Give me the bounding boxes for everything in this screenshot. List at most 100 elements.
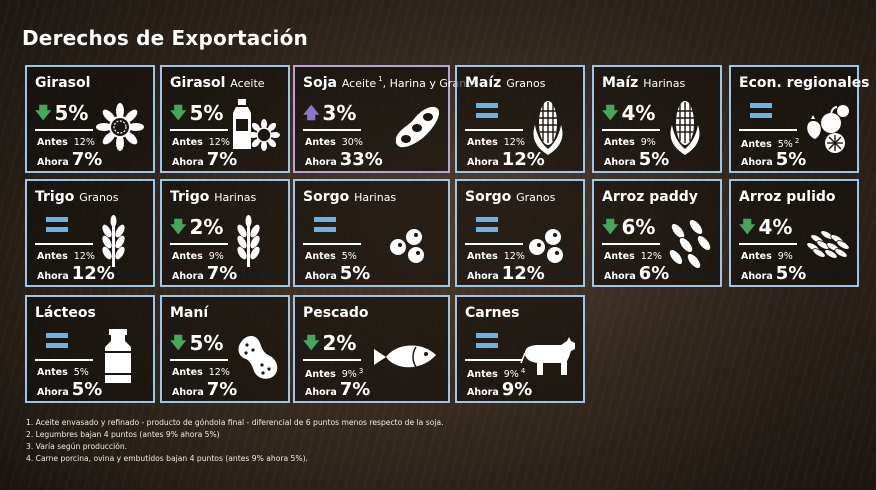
antes-row: Antes 9%	[604, 137, 656, 148]
sunflower-icon	[96, 103, 144, 151]
ahora-row: Ahora 33%	[305, 149, 383, 170]
divider	[170, 129, 228, 131]
equal-icon	[46, 333, 68, 348]
card-lacteos: Lácteos Antes 5% Ahora 5%	[25, 295, 155, 403]
antes-row: Antes 12%	[37, 137, 95, 148]
card-sorgo-granos: Sorgo Granos Antes 12% Ahora 12%	[455, 179, 585, 287]
card-girasol-aceite: Girasol Aceite 🡇 5% Antes 12% Ahora 7%	[160, 65, 290, 173]
divider	[303, 129, 361, 131]
card-title: Maíz Granos	[465, 75, 546, 91]
ahora-row: Ahora 12%	[37, 263, 115, 284]
delta-down: 🡇 5%	[35, 101, 89, 125]
divider	[170, 243, 228, 245]
ahora-row: Ahora 5%	[741, 263, 807, 284]
equal-icon	[314, 217, 336, 232]
corn-icon	[533, 101, 563, 155]
equal-icon	[750, 103, 772, 118]
antes-row: Antes 9% 4	[467, 367, 526, 381]
wheat-icon	[102, 215, 125, 267]
divider	[602, 243, 660, 245]
divider	[303, 243, 361, 245]
ahora-row: Ahora 5%	[604, 149, 670, 170]
delta-down: 🡇 4%	[739, 215, 793, 239]
divider	[602, 129, 660, 131]
rice-grains-icon	[668, 219, 712, 269]
arrow-down-icon: 🡇	[602, 103, 619, 122]
card-title: Girasol	[35, 75, 91, 91]
antes-row: Antes 9%	[172, 251, 224, 262]
divider	[35, 359, 93, 361]
divider	[35, 243, 93, 245]
delta-down: 🡇 2%	[303, 331, 357, 355]
card-maiz-granos: Maíz Granos Antes 12% Ahora 12%	[455, 65, 585, 173]
ahora-row: Ahora 7%	[172, 149, 238, 170]
card-trigo-granos: Trigo Granos Antes 12% Ahora 12%	[25, 179, 155, 287]
soybean-pod-icon	[395, 106, 440, 148]
card-title: Girasol Aceite	[170, 75, 265, 91]
ahora-row: Ahora 5%	[37, 379, 103, 400]
cow-icon	[520, 337, 575, 375]
card-maiz-harinas: Maíz Harinas 🡇 4% Antes 9% Ahora 5%	[592, 65, 722, 173]
antes-row: Antes 5% 2	[741, 137, 800, 151]
equal-icon	[476, 217, 498, 232]
antes-row: Antes 12%	[172, 137, 230, 148]
fruits-icon	[807, 105, 849, 153]
oil-bottle-sunflower-icon	[233, 99, 280, 151]
card-arroz-pulido: Arroz pulido 🡇 4% Antes 9% Ahora 5%	[729, 179, 859, 287]
card-girasol: Girasol 🡇 5% Antes 12% Ahora 7%	[25, 65, 155, 173]
arrow-down-icon: 🡇	[739, 217, 756, 236]
delta-down: 🡇 2%	[170, 215, 224, 239]
divider	[465, 129, 523, 131]
antes-row: Antes 5%	[305, 251, 357, 262]
sorghum-grains-icon	[390, 229, 424, 263]
antes-row: Antes 9% 3	[305, 367, 364, 381]
card-title: Trigo Granos	[35, 189, 119, 205]
card-title: Sorgo Granos	[465, 189, 556, 205]
delta-down: 🡇 6%	[602, 215, 656, 239]
ahora-row: Ahora 9%	[467, 379, 533, 400]
delta-down: 🡇 4%	[602, 101, 656, 125]
card-title: Pescado	[303, 305, 369, 321]
card-carnes: Carnes Antes 9% 4 Ahora 9%	[455, 295, 585, 403]
ahora-row: Ahora 12%	[467, 149, 545, 170]
arrow-down-icon: 🡇	[170, 333, 187, 352]
card-title: Lácteos	[35, 305, 96, 321]
footnote: 4. Carne porcina, ovina y embutidos baja…	[26, 454, 308, 463]
card-title: Maní	[170, 305, 209, 321]
delta-down: 🡇 5%	[170, 101, 224, 125]
corn-icon	[670, 101, 700, 155]
antes-row: Antes 12%	[467, 137, 525, 148]
card-title: Soja Aceite 1, Harina y Granos	[303, 75, 479, 91]
equal-icon	[476, 103, 498, 118]
antes-row: Antes 12%	[37, 251, 95, 262]
fish-icon	[374, 345, 436, 368]
ahora-row: Ahora 7%	[172, 263, 238, 284]
polished-rice-icon	[806, 230, 850, 259]
divider	[465, 359, 523, 361]
arrow-down-icon: 🡇	[602, 217, 619, 236]
card-title: Carnes	[465, 305, 520, 321]
antes-row: Antes 5%	[37, 367, 89, 378]
footnotes: 1. Aceite envasado y refinado - producto…	[26, 417, 444, 465]
arrow-down-icon: 🡇	[170, 103, 187, 122]
milk-can-icon	[105, 329, 131, 383]
antes-row: Antes 9%	[741, 251, 793, 262]
ahora-row: Ahora 7%	[37, 149, 103, 170]
footnote: 1. Aceite envasado y refinado - producto…	[26, 418, 444, 427]
card-arroz-paddy: Arroz paddy 🡇 6% Antes 12% Ahora 6%	[592, 179, 722, 287]
antes-row: Antes 30%	[305, 137, 363, 148]
delta-up: 🡅 3%	[303, 101, 357, 125]
ahora-row: Ahora 7%	[305, 379, 371, 400]
divider	[465, 243, 523, 245]
peanut-icon	[238, 336, 278, 379]
antes-row: Antes 12%	[467, 251, 525, 262]
ahora-row: Ahora 7%	[172, 379, 238, 400]
antes-row: Antes 12%	[172, 367, 230, 378]
card-sorgo-harinas: Sorgo Harinas Antes 5% Ahora 5%	[293, 179, 450, 287]
arrow-down-icon: 🡇	[303, 333, 320, 352]
ahora-row: Ahora 6%	[604, 263, 670, 284]
card-title: Econ. regionales	[739, 75, 870, 91]
sorghum-grains-icon	[529, 229, 563, 263]
ahora-row: Ahora 12%	[467, 263, 545, 284]
